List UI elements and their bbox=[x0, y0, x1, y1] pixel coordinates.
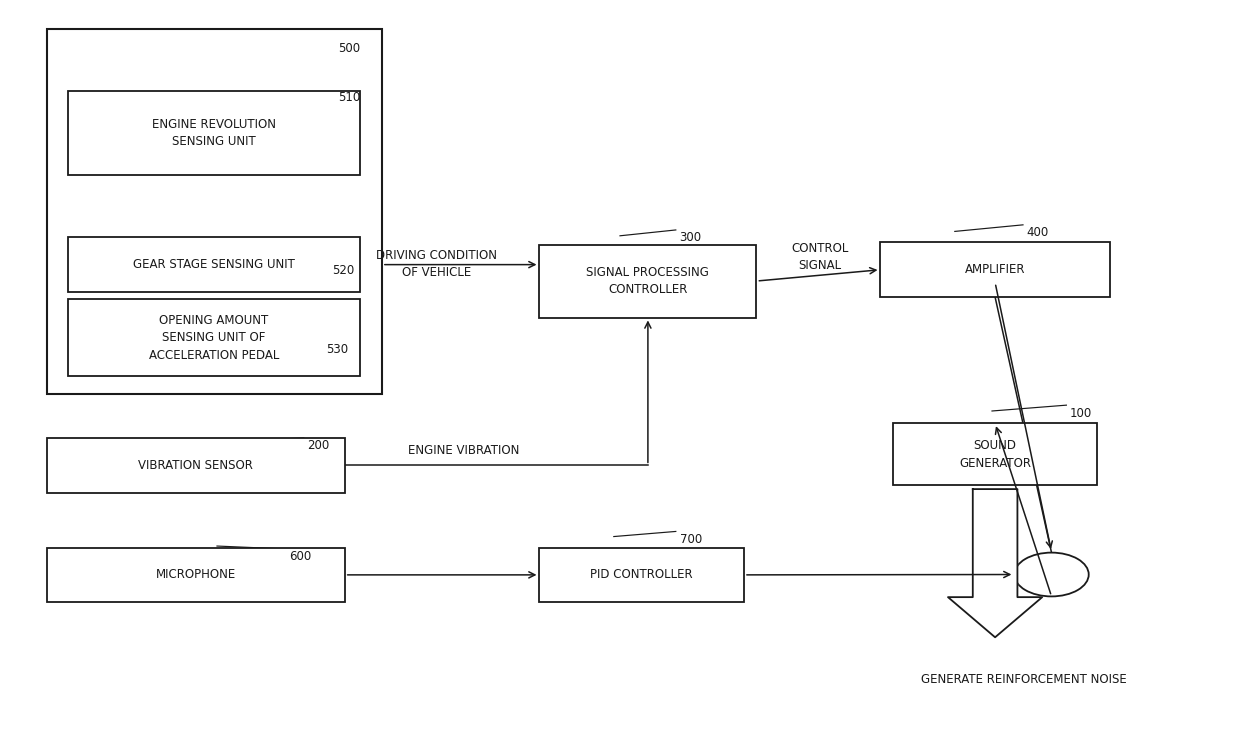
FancyBboxPatch shape bbox=[539, 245, 756, 318]
Text: 500: 500 bbox=[339, 42, 361, 55]
Text: VIBRATION SENSOR: VIBRATION SENSOR bbox=[139, 459, 253, 472]
FancyBboxPatch shape bbox=[47, 548, 345, 602]
FancyBboxPatch shape bbox=[47, 29, 382, 394]
Text: 400: 400 bbox=[1027, 226, 1049, 239]
Text: 200: 200 bbox=[308, 439, 330, 453]
Text: SOUND
GENERATOR: SOUND GENERATOR bbox=[959, 439, 1032, 469]
FancyBboxPatch shape bbox=[880, 242, 1110, 297]
Text: MICROPHONE: MICROPHONE bbox=[156, 569, 236, 581]
Text: 600: 600 bbox=[289, 550, 311, 564]
Text: GEAR STAGE SENSING UNIT: GEAR STAGE SENSING UNIT bbox=[133, 258, 295, 271]
Text: 530: 530 bbox=[326, 343, 348, 356]
Text: 100: 100 bbox=[1070, 407, 1092, 420]
Text: ENGINE VIBRATION: ENGINE VIBRATION bbox=[408, 444, 520, 457]
FancyBboxPatch shape bbox=[893, 423, 1097, 485]
Text: OPENING AMOUNT
SENSING UNIT OF
ACCELERATION PEDAL: OPENING AMOUNT SENSING UNIT OF ACCELERAT… bbox=[149, 314, 279, 361]
Text: CONTROL
SIGNAL: CONTROL SIGNAL bbox=[791, 242, 848, 272]
Circle shape bbox=[1014, 553, 1089, 596]
Text: DRIVING CONDITION
OF VEHICLE: DRIVING CONDITION OF VEHICLE bbox=[376, 249, 497, 280]
FancyBboxPatch shape bbox=[68, 91, 360, 175]
Text: ENGINE REVOLUTION
SENSING UNIT: ENGINE REVOLUTION SENSING UNIT bbox=[151, 118, 275, 148]
FancyBboxPatch shape bbox=[539, 548, 744, 602]
Text: 520: 520 bbox=[332, 264, 355, 277]
FancyBboxPatch shape bbox=[68, 237, 360, 292]
Text: 700: 700 bbox=[680, 533, 702, 546]
Text: 300: 300 bbox=[680, 231, 702, 245]
Text: SIGNAL PROCESSING
CONTROLLER: SIGNAL PROCESSING CONTROLLER bbox=[587, 266, 709, 296]
Text: GENERATE REINFORCEMENT NOISE: GENERATE REINFORCEMENT NOISE bbox=[921, 673, 1127, 686]
Text: PID CONTROLLER: PID CONTROLLER bbox=[590, 569, 693, 581]
Polygon shape bbox=[947, 489, 1042, 637]
Text: 510: 510 bbox=[339, 91, 361, 104]
Text: AMPLIFIER: AMPLIFIER bbox=[965, 264, 1025, 276]
FancyBboxPatch shape bbox=[68, 299, 360, 376]
FancyBboxPatch shape bbox=[47, 438, 345, 493]
